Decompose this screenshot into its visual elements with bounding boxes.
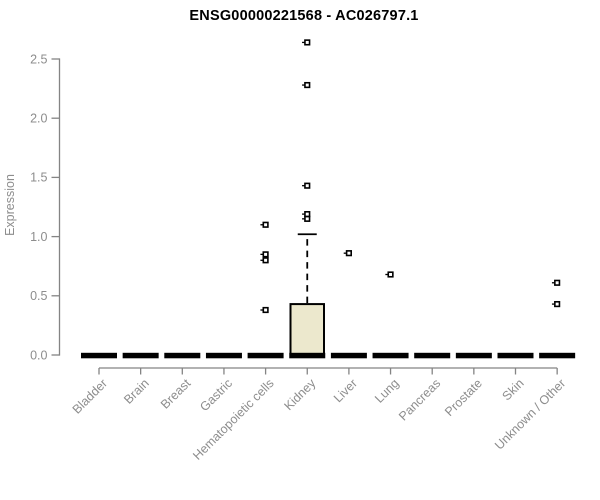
y-tick-label: 0.0 [30,348,47,362]
median-bar-hematopoietic-cells [247,352,284,359]
outlier-point-kidney [304,215,311,222]
x-tick-label: Prostate [442,376,485,419]
x-tick-label: Hematopoietic cells [190,376,277,463]
x-tick-label: Kidney [281,376,318,413]
outlier-point-kidney [304,81,311,89]
x-tick-label: Pancreas [396,376,443,423]
box-kidney [289,303,325,357]
y-tick-label: 1.5 [30,171,47,185]
x-tick-label: Bladder [70,376,110,416]
x-tick-label: Unknown / Other [492,376,568,452]
outlier-point-hematopoietic-cells [262,257,269,264]
outlier-point-kidney [304,182,311,189]
y-tick-label: 1.0 [30,230,47,244]
outlier-point-liver [345,250,353,257]
median-bar-prostate [455,352,492,359]
median-bar-unknown-other [539,352,576,359]
y-tick-label: 2.5 [30,52,47,66]
median-bar-bladder [81,352,117,359]
outlier-point-hematopoietic-cells [262,306,269,314]
median-bar-brain [122,352,159,359]
x-tick-label: Lung [372,376,402,406]
median-bar-gastric [205,352,242,359]
outlier-point-hematopoietic-cells [262,221,269,228]
median-bar-skin [497,352,534,359]
x-tick-label: Brain [121,376,152,407]
median-bar-breast [164,352,201,359]
median-bar-pancreas [414,352,451,359]
chart-title: ENSG00000221568 - AC026797.1 [189,8,419,24]
x-tick-label: Skin [500,376,527,403]
outlier-point-unknown-other [554,300,561,308]
median-bar-liver [330,352,367,359]
outlier-point-unknown-other [554,279,561,286]
outlier-point-kidney [304,211,311,218]
y-tick-label: 0.5 [30,289,47,303]
x-tick-label: Liver [331,376,360,405]
x-tick-label: Breast [158,376,194,412]
x-tick-label: Gastric [197,376,235,414]
outlier-point-kidney [304,39,311,46]
outlier-point-hematopoietic-cells [262,251,269,258]
outlier-point-lung [387,271,394,278]
y-axis-title: Expression [3,174,17,236]
median-bar-kidney [289,352,326,359]
median-bar-lung [372,352,409,359]
y-tick-label: 2.0 [30,112,47,126]
